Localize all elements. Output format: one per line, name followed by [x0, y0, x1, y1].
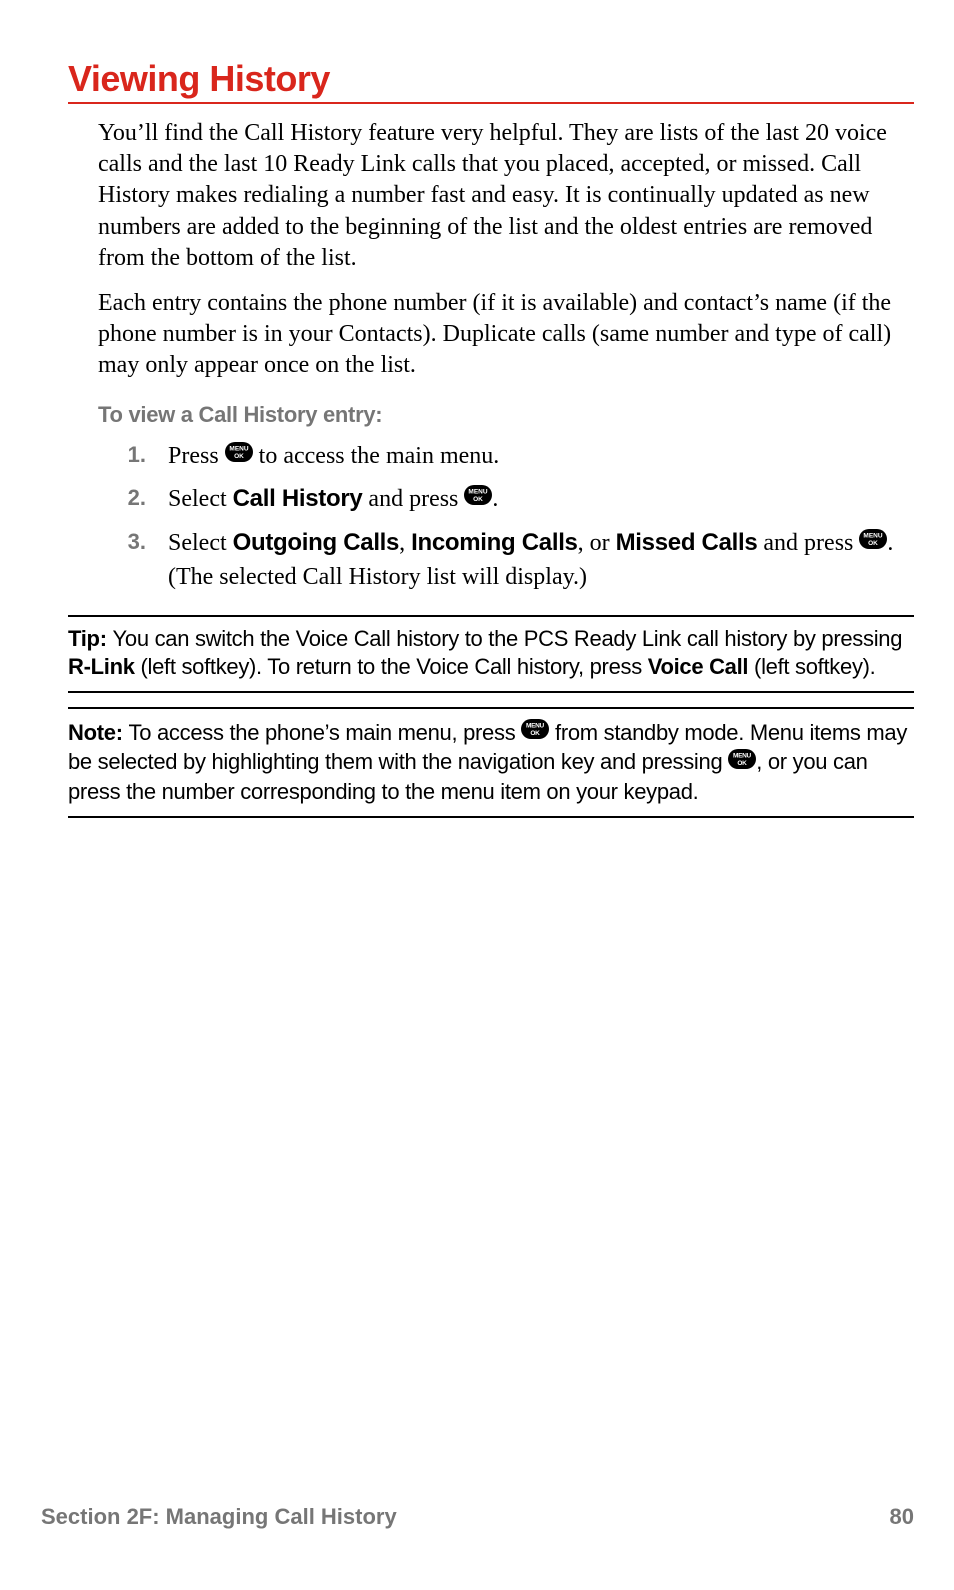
page-footer: Section 2F: Managing Call History 80 [41, 1504, 914, 1530]
tip-lead: Tip: [68, 626, 113, 651]
menu-ok-icon: MENUOK [859, 526, 887, 558]
page-title: Viewing History [68, 58, 914, 104]
step-3: 3. Select Outgoing Calls, Incoming Calls… [98, 527, 914, 593]
step-text: Press MENUOK to access the main menu. [168, 440, 914, 474]
svg-text:OK: OK [474, 496, 484, 503]
text: and press [362, 486, 464, 512]
note-lead: Note: [68, 720, 129, 745]
bold-text: Voice Call [648, 654, 749, 679]
bold-text: R-Link [68, 654, 135, 679]
bold-text: Incoming Calls [411, 529, 578, 556]
text: and press [757, 530, 859, 556]
menu-ok-icon: MENUOK [225, 439, 253, 471]
svg-text:MENU: MENU [733, 752, 752, 759]
note-box: Note: To access the phone’s main menu, p… [68, 709, 914, 818]
menu-ok-icon: MENUOK [728, 748, 756, 776]
svg-text:MENU: MENU [229, 445, 248, 452]
page: Viewing History You’ll find the Call His… [0, 0, 954, 1590]
intro-paragraph-2: Each entry contains the phone number (if… [98, 288, 914, 382]
svg-text:OK: OK [531, 730, 541, 737]
svg-text:OK: OK [738, 760, 748, 767]
bold-text: Outgoing Calls [233, 529, 399, 556]
menu-ok-icon: MENUOK [521, 718, 549, 746]
bold-text: Call History [233, 485, 363, 512]
text: Select [168, 486, 233, 512]
text: (left softkey). [748, 654, 875, 679]
step-text: Select Call History and press MENUOK. [168, 483, 914, 517]
text: , [399, 530, 411, 556]
svg-text:OK: OK [234, 453, 244, 460]
text: (left softkey). To return to the Voice C… [135, 654, 648, 679]
step-1: 1. Press MENUOK to access the main menu. [98, 440, 914, 474]
svg-text:MENU: MENU [864, 533, 883, 540]
step-number: 1. [98, 440, 168, 470]
text: To access the phone’s main menu, press [129, 720, 522, 745]
text: You can switch the Voice Call history to… [113, 626, 903, 651]
step-number: 2. [98, 483, 168, 513]
content-area: Viewing History You’ll find the Call His… [68, 58, 914, 818]
step-number: 3. [98, 527, 168, 557]
intro-paragraph-1: You’ll find the Call History feature ver… [98, 118, 914, 274]
text: Select [168, 530, 233, 556]
svg-text:MENU: MENU [469, 489, 488, 496]
tip-box: Tip: You can switch the Voice Call histo… [68, 615, 914, 693]
text: . [492, 486, 498, 512]
procedure-subhead: To view a Call History entry: [98, 402, 914, 428]
text: Press [168, 443, 225, 469]
svg-text:MENU: MENU [526, 723, 545, 730]
steps-list: 1. Press MENUOK to access the main menu.… [98, 440, 914, 593]
footer-section: Section 2F: Managing Call History [41, 1504, 397, 1530]
text: to access the main menu. [253, 443, 500, 469]
body-block: You’ll find the Call History feature ver… [98, 118, 914, 593]
svg-text:OK: OK [869, 540, 879, 547]
footer-page-number: 80 [890, 1504, 914, 1530]
bold-text: Missed Calls [616, 529, 758, 556]
menu-ok-icon: MENUOK [464, 482, 492, 514]
step-2: 2. Select Call History and press MENUOK. [98, 483, 914, 517]
text: , or [578, 530, 616, 556]
step-text: Select Outgoing Calls, Incoming Calls, o… [168, 527, 914, 593]
